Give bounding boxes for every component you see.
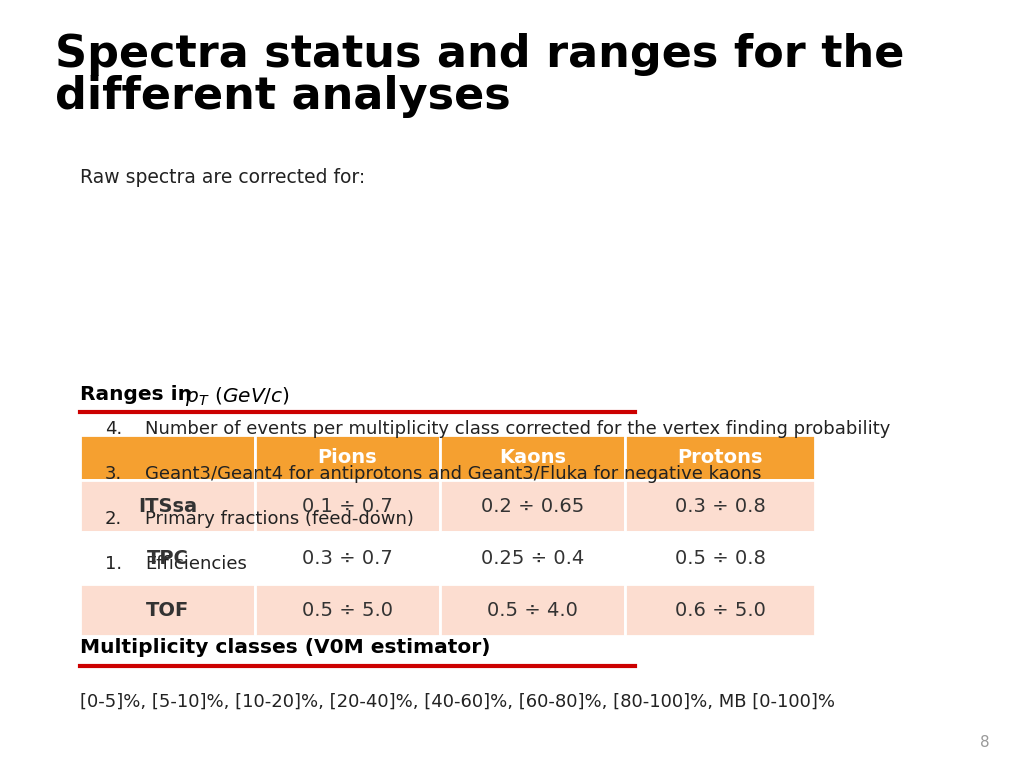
Bar bbox=[440, 435, 625, 480]
Bar bbox=[255, 435, 440, 480]
Bar bbox=[440, 532, 625, 584]
Bar bbox=[255, 480, 440, 532]
Text: 0.5 ÷ 4.0: 0.5 ÷ 4.0 bbox=[487, 601, 578, 620]
Text: Geant3/Geant4 for antiprotons and Geant3/Fluka for negative kaons: Geant3/Geant4 for antiprotons and Geant3… bbox=[145, 465, 762, 483]
Text: [0-5]%, [5-10]%, [10-20]%, [20-40]%, [40-60]%, [60-80]%, [80-100]%, MB [0-100]%: [0-5]%, [5-10]%, [10-20]%, [20-40]%, [40… bbox=[80, 693, 835, 711]
Text: $\mathit{p}$$_\mathit{T}$ $(\mathit{GeV/c})$: $\mathit{p}$$_\mathit{T}$ $(\mathit{GeV/… bbox=[185, 385, 290, 408]
Text: 0.5 ÷ 5.0: 0.5 ÷ 5.0 bbox=[302, 601, 393, 620]
Text: Ranges in: Ranges in bbox=[80, 385, 199, 404]
Bar bbox=[625, 480, 815, 532]
Text: TPC: TPC bbox=[146, 548, 188, 568]
Text: different analyses: different analyses bbox=[55, 75, 511, 118]
Text: Pions: Pions bbox=[317, 448, 377, 467]
Text: Number of events per multiplicity class corrected for the vertex finding probabi: Number of events per multiplicity class … bbox=[145, 420, 891, 438]
Text: 1.: 1. bbox=[105, 555, 122, 573]
Text: Primary fractions (feed-down): Primary fractions (feed-down) bbox=[145, 510, 414, 528]
Bar bbox=[440, 584, 625, 636]
Text: 0.3 ÷ 0.8: 0.3 ÷ 0.8 bbox=[675, 496, 765, 515]
Bar bbox=[255, 532, 440, 584]
Text: 0.3 ÷ 0.7: 0.3 ÷ 0.7 bbox=[302, 548, 393, 568]
Bar bbox=[625, 435, 815, 480]
Text: 0.25 ÷ 0.4: 0.25 ÷ 0.4 bbox=[481, 548, 584, 568]
Text: 0.5 ÷ 0.8: 0.5 ÷ 0.8 bbox=[675, 548, 765, 568]
Text: Multiplicity classes (V0M estimator): Multiplicity classes (V0M estimator) bbox=[80, 638, 490, 657]
Text: 0.1 ÷ 0.7: 0.1 ÷ 0.7 bbox=[302, 496, 393, 515]
Text: Efficiencies: Efficiencies bbox=[145, 555, 247, 573]
Bar bbox=[80, 435, 255, 480]
Bar bbox=[440, 480, 625, 532]
Text: Protons: Protons bbox=[677, 448, 763, 467]
Text: 4.: 4. bbox=[105, 420, 122, 438]
Text: TOF: TOF bbox=[145, 601, 189, 620]
Text: 8: 8 bbox=[980, 735, 990, 750]
Text: ITSsa: ITSsa bbox=[138, 496, 197, 515]
Bar bbox=[80, 480, 255, 532]
Text: 0.2 ÷ 0.65: 0.2 ÷ 0.65 bbox=[481, 496, 584, 515]
Bar bbox=[255, 584, 440, 636]
Text: Kaons: Kaons bbox=[499, 448, 566, 467]
Text: 3.: 3. bbox=[105, 465, 122, 483]
Text: Raw spectra are corrected for:: Raw spectra are corrected for: bbox=[80, 168, 366, 187]
Bar bbox=[80, 532, 255, 584]
Text: 2.: 2. bbox=[105, 510, 122, 528]
Text: Spectra status and ranges for the: Spectra status and ranges for the bbox=[55, 33, 904, 76]
Bar bbox=[625, 532, 815, 584]
Bar bbox=[80, 584, 255, 636]
Bar bbox=[625, 584, 815, 636]
Text: 0.6 ÷ 5.0: 0.6 ÷ 5.0 bbox=[675, 601, 765, 620]
